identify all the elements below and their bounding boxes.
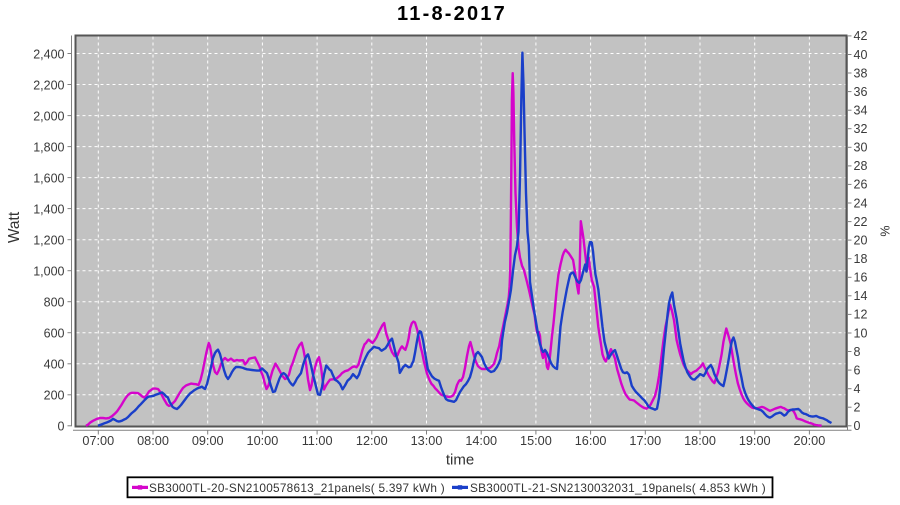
svg-text:400: 400 <box>44 358 65 372</box>
svg-text:2: 2 <box>854 401 861 415</box>
svg-text:Watt: Watt <box>6 211 23 243</box>
svg-text:28: 28 <box>854 159 868 173</box>
svg-text:22: 22 <box>854 215 868 229</box>
svg-text:12: 12 <box>854 308 868 322</box>
svg-text:200: 200 <box>44 389 65 403</box>
svg-text:40: 40 <box>854 48 868 62</box>
svg-text:14: 14 <box>854 289 868 303</box>
svg-text:07:00: 07:00 <box>82 434 114 448</box>
svg-text:20:00: 20:00 <box>794 434 826 448</box>
svg-text:30: 30 <box>854 141 868 155</box>
svg-text:10: 10 <box>854 326 868 340</box>
svg-text:4: 4 <box>854 382 861 396</box>
svg-text:11-8-2017: 11-8-2017 <box>397 3 507 25</box>
svg-text:20: 20 <box>854 233 868 247</box>
svg-text:16: 16 <box>854 271 868 285</box>
svg-text:1,200: 1,200 <box>33 234 64 248</box>
svg-text:6: 6 <box>854 363 861 377</box>
svg-text:17:00: 17:00 <box>629 434 661 448</box>
svg-text:16:00: 16:00 <box>575 434 607 448</box>
svg-text:11:00: 11:00 <box>302 434 333 448</box>
svg-text:0: 0 <box>58 420 65 434</box>
svg-text:26: 26 <box>854 178 868 192</box>
svg-text:%: % <box>878 225 892 236</box>
svg-text:8: 8 <box>854 345 861 359</box>
svg-text:0: 0 <box>854 419 861 433</box>
svg-text:32: 32 <box>854 122 868 136</box>
svg-text:12:00: 12:00 <box>356 434 388 448</box>
svg-text:600: 600 <box>44 327 65 341</box>
svg-text:36: 36 <box>854 85 868 99</box>
svg-text:1,000: 1,000 <box>33 265 64 279</box>
svg-text:2,000: 2,000 <box>33 109 64 123</box>
svg-text:SB3000TL-21-SN2130032031_19pan: SB3000TL-21-SN2130032031_19panels( 4.853… <box>470 481 766 495</box>
svg-text:2,200: 2,200 <box>33 78 64 92</box>
svg-text:1,400: 1,400 <box>33 202 64 216</box>
svg-text:10:00: 10:00 <box>247 434 279 448</box>
svg-text:19:00: 19:00 <box>739 434 771 448</box>
svg-text:24: 24 <box>854 196 868 210</box>
svg-text:1,800: 1,800 <box>33 140 64 154</box>
svg-text:18:00: 18:00 <box>684 434 716 448</box>
svg-text:18: 18 <box>854 252 868 266</box>
svg-text:1,600: 1,600 <box>33 171 64 185</box>
svg-text:42: 42 <box>854 29 868 43</box>
svg-text:13:00: 13:00 <box>411 434 443 448</box>
svg-text:34: 34 <box>854 104 868 118</box>
svg-text:SB3000TL-20-SN2100578613_21pan: SB3000TL-20-SN2100578613_21panels( 5.397… <box>149 481 445 495</box>
svg-text:800: 800 <box>44 296 65 310</box>
svg-text:08:00: 08:00 <box>137 434 169 448</box>
svg-text:time: time <box>446 452 474 469</box>
svg-text:38: 38 <box>854 66 868 80</box>
svg-text:14:00: 14:00 <box>465 434 497 448</box>
svg-text:2,400: 2,400 <box>33 47 64 61</box>
svg-text:09:00: 09:00 <box>192 434 224 448</box>
svg-text:15:00: 15:00 <box>520 434 552 448</box>
